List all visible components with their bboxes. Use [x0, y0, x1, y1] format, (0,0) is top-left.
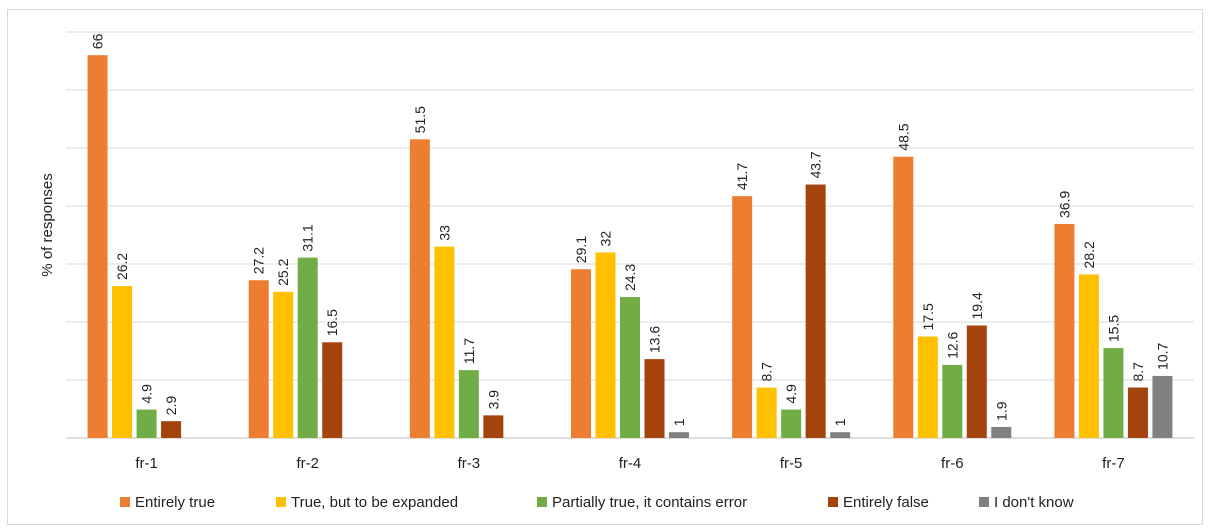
data-label: 31.1 [300, 224, 316, 251]
bar-fr-7-1 [1078, 274, 1099, 438]
legend-label: Entirely true [135, 494, 215, 511]
chart-frame: 66 26.2 4.9 2.9 27.2 25.2 31.1 16.5 51.5 33 11.7 3.… [7, 9, 1203, 525]
data-label: 51.5 [412, 106, 428, 133]
data-label: 1 [671, 418, 687, 426]
bar-fr-5-3 [805, 184, 826, 438]
data-label: 1 [832, 418, 848, 426]
bar-fr-7-0 [1054, 223, 1075, 438]
x-tick-labels: fr-1 fr-2 fr-3 fr-4 fr-5 fr-6 fr-7 [135, 455, 1124, 472]
bar-fr-2-3 [322, 342, 343, 438]
bar-fr-2-1 [273, 291, 294, 438]
data-label: 12.6 [944, 331, 960, 358]
legend-swatch [276, 497, 286, 507]
x-tick-label: fr-7 [1102, 455, 1125, 472]
data-label: 27.2 [251, 247, 267, 274]
bar-fr-1-3 [161, 421, 182, 438]
x-tick-label: fr-3 [458, 455, 481, 472]
data-label: 29.1 [573, 236, 589, 263]
bar-fr-1-0 [87, 55, 108, 438]
legend-swatch [979, 497, 989, 507]
data-label: 11.7 [461, 338, 477, 364]
legend-swatch [537, 497, 547, 507]
legend-swatch [828, 497, 838, 507]
x-tick-label: fr-6 [941, 455, 964, 472]
bar-fr-6-2 [942, 364, 963, 438]
data-label: 66 [90, 33, 106, 49]
data-label: 24.3 [622, 264, 638, 291]
data-label: 8.7 [759, 362, 775, 382]
data-label: 3.9 [485, 390, 501, 410]
bar-fr-3-3 [483, 415, 504, 438]
bar-fr-7-2 [1103, 348, 1124, 438]
data-label: 41.7 [734, 163, 750, 190]
bar-fr-6-0 [893, 156, 914, 438]
data-label: 1.9 [993, 401, 1009, 421]
bar-fr-1-2 [136, 409, 157, 438]
bar-fr-5-1 [756, 387, 777, 438]
bar-fr-3-0 [409, 139, 430, 439]
bar-fr-1-1 [112, 286, 133, 438]
legend-swatch [120, 497, 130, 507]
y-axis-label: % of responses [39, 173, 56, 276]
legend-label: I don't know [994, 494, 1074, 511]
legend-label: Entirely false [843, 494, 929, 511]
data-label: 13.6 [647, 326, 663, 353]
data-label: 10.7 [1154, 342, 1170, 369]
bar-fr-4-3 [644, 359, 665, 438]
x-tick-label: fr-1 [135, 455, 158, 472]
bar-fr-6-3 [966, 325, 987, 438]
bar-fr-7-3 [1127, 387, 1148, 438]
bar-chart: 66 26.2 4.9 2.9 27.2 25.2 31.1 16.5 51.5 33 11.7 3.… [39, 31, 1194, 511]
x-tick-label: fr-5 [780, 455, 803, 472]
bar-fr-2-0 [248, 280, 269, 438]
data-labels: 66 26.2 4.9 2.9 27.2 25.2 31.1 16.5 51.5 33 11.7 3.… [90, 33, 1171, 426]
data-label: 4.9 [139, 384, 155, 404]
bar-fr-3-2 [458, 370, 479, 438]
bar-fr-6-4 [991, 426, 1012, 438]
data-label: 32 [598, 231, 614, 247]
bars [87, 55, 1173, 439]
x-tick-label: fr-4 [619, 455, 642, 472]
data-label: 17.5 [920, 303, 936, 330]
bar-fr-4-0 [571, 269, 591, 438]
data-label: 15.5 [1105, 315, 1121, 342]
legend: Entirely true True, but to be expanded Par… [120, 494, 1074, 511]
data-label: 16.5 [324, 309, 340, 336]
bar-fr-5-0 [732, 196, 753, 438]
bar-fr-6-1 [917, 336, 938, 438]
bar-fr-4-1 [595, 252, 616, 438]
data-label: 2.9 [163, 396, 179, 416]
data-label: 33 [436, 225, 452, 241]
data-label: 43.7 [808, 151, 824, 178]
bar-fr-2-2 [297, 257, 318, 438]
data-label: 4.9 [783, 384, 799, 404]
data-label: 26.2 [114, 253, 130, 280]
legend-label: Partially true, it contains error [552, 494, 747, 511]
data-label: 36.9 [1056, 191, 1072, 218]
bar-fr-4-2 [620, 297, 640, 438]
bar-fr-4-4 [669, 432, 689, 438]
data-label: 25.2 [275, 258, 291, 285]
data-label: 8.7 [1130, 362, 1146, 382]
bar-fr-5-4 [830, 432, 851, 438]
legend-label: True, but to be expanded [291, 494, 458, 511]
bar-fr-5-2 [781, 409, 802, 438]
data-label: 19.4 [969, 292, 985, 319]
data-label: 48.5 [895, 123, 911, 150]
data-label: 28.2 [1081, 241, 1097, 268]
bar-fr-7-4 [1152, 375, 1173, 438]
bar-fr-3-1 [434, 246, 455, 438]
x-tick-label: fr-2 [296, 455, 319, 472]
